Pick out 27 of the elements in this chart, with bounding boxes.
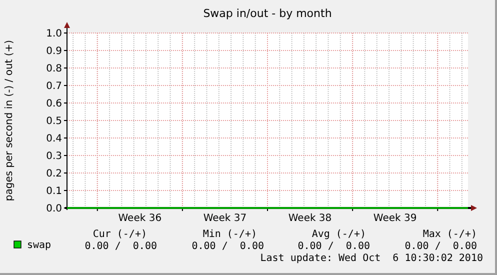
x-tick-label: Week 36	[118, 213, 162, 224]
text: Last update: Wed Oct 6 10:30:02 2010	[260, 253, 483, 264]
x-tick-label: Week 37	[203, 213, 247, 224]
y-tick-label: 0.3	[46, 151, 62, 162]
y-tick-label: 0.0	[46, 204, 62, 214]
y-tick-label: 0.1	[46, 186, 62, 197]
y-tick-label: 0.7	[46, 81, 62, 92]
y-tick-label: 0.4	[46, 134, 62, 144]
y-tick-label: 0.6	[46, 98, 62, 110]
legend-label: swap	[27, 240, 52, 251]
text: Min (-/+)	[202, 229, 257, 240]
x-tick-label: Week 39	[373, 213, 417, 224]
text: 0.00 / 0.00	[404, 241, 477, 252]
text: 0.00 / 0.00	[192, 241, 264, 252]
y-axis-title: pages per second in (-) / out (+)	[4, 40, 15, 202]
y-tick-label: 0.2	[46, 168, 62, 180]
y-tick-label: 0.9	[46, 46, 62, 57]
y-tick-label: 0.5	[46, 116, 62, 127]
y-tick-label: 1.0	[46, 28, 62, 40]
text: 0.00 / 0.00	[84, 241, 157, 252]
text: Cur (-/+)	[92, 229, 147, 240]
y-tick-label: 0.8	[46, 64, 62, 74]
chart-title: Swap in/out - by month	[203, 7, 332, 20]
x-tick-label: Week 38	[288, 213, 332, 224]
text: Avg (-/+)	[312, 229, 366, 240]
text: Max (-/+)	[422, 229, 477, 240]
text: 0.00 / 0.00	[298, 241, 370, 252]
